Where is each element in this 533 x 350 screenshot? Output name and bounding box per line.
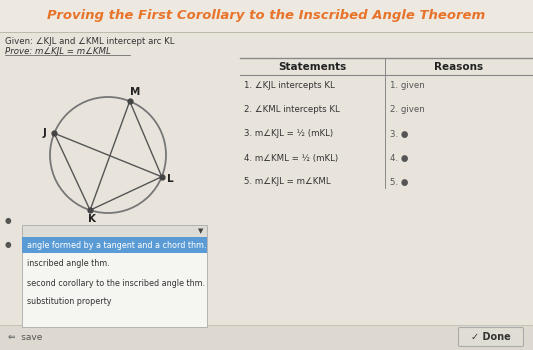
- FancyBboxPatch shape: [458, 328, 523, 346]
- Text: 2. ∠KML intercepts KL: 2. ∠KML intercepts KL: [244, 105, 340, 114]
- Text: Statements: Statements: [278, 62, 346, 72]
- Text: 1. ∠KJL intercepts KL: 1. ∠KJL intercepts KL: [244, 82, 335, 91]
- Bar: [22, 225, 207, 237]
- Text: 4. m∠KML = ½ (mKL): 4. m∠KML = ½ (mKL): [244, 154, 338, 162]
- Text: 4. ●: 4. ●: [390, 154, 408, 162]
- Text: L: L: [167, 174, 174, 184]
- Text: Prove: m∠KJL = m∠KML: Prove: m∠KJL = m∠KML: [5, 48, 111, 56]
- Bar: [0, 0, 533, 32]
- Text: ●: ●: [5, 240, 12, 250]
- Text: Given: ∠KJL and ∠KML intercept arc KL: Given: ∠KJL and ∠KML intercept arc KL: [5, 36, 174, 46]
- Text: ▼: ▼: [198, 228, 204, 234]
- Text: ●: ●: [5, 216, 12, 224]
- Text: Reasons: Reasons: [434, 62, 483, 72]
- Text: 3. ●: 3. ●: [390, 130, 408, 139]
- Text: angle formed by a tangent and a chord thm.: angle formed by a tangent and a chord th…: [27, 240, 206, 250]
- Text: 3. m∠KJL = ½ (mKL): 3. m∠KJL = ½ (mKL): [244, 130, 333, 139]
- Text: J: J: [42, 128, 46, 138]
- Text: substitution property: substitution property: [27, 298, 111, 307]
- Text: ✓ Done: ✓ Done: [471, 332, 511, 342]
- Text: 2. given: 2. given: [390, 105, 425, 114]
- Text: M: M: [130, 87, 140, 97]
- Bar: [22, 237, 207, 327]
- Text: ⇐  save: ⇐ save: [8, 332, 43, 342]
- Text: second corollary to the inscribed angle thm.: second corollary to the inscribed angle …: [27, 279, 205, 287]
- Bar: [22, 237, 207, 253]
- Text: Proving the First Corollary to the Inscribed Angle Theorem: Proving the First Corollary to the Inscr…: [47, 9, 485, 22]
- Text: 5. m∠KJL = m∠KML: 5. m∠KJL = m∠KML: [244, 177, 330, 187]
- Text: K: K: [88, 214, 96, 224]
- Bar: [0, 325, 533, 350]
- Text: inscribed angle thm.: inscribed angle thm.: [27, 259, 110, 268]
- Text: 5. ●: 5. ●: [390, 177, 408, 187]
- Text: 1. given: 1. given: [390, 82, 425, 91]
